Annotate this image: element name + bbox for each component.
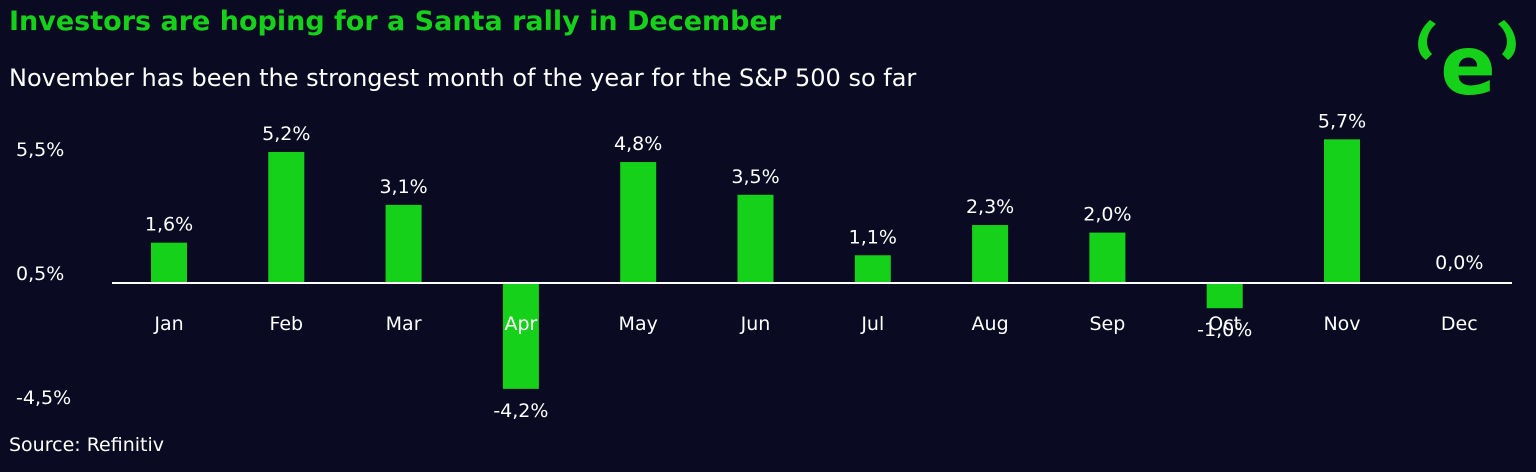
bar-mar	[385, 204, 422, 283]
x-tick-label: Nov	[1323, 313, 1360, 335]
data-label: 2,0%	[1083, 204, 1131, 226]
left-horn-icon	[1418, 20, 1436, 60]
data-label: 3,1%	[379, 176, 427, 198]
x-tick-label: Jul	[860, 313, 884, 335]
data-label: 4,8%	[614, 133, 662, 155]
data-label: 5,2%	[262, 123, 310, 145]
bar-aug	[972, 225, 1009, 283]
x-tick-label: Mar	[386, 313, 422, 335]
y-tick-label: -4,5%	[16, 387, 71, 409]
bar-sep	[1089, 232, 1126, 283]
y-tick-label: 5,5%	[16, 139, 64, 161]
data-label: -4,2%	[493, 400, 548, 422]
data-label: -1,0%	[1197, 319, 1252, 341]
x-tick-label: Apr	[504, 313, 537, 335]
data-label: 1,6%	[145, 214, 193, 236]
data-label: 0,0%	[1435, 252, 1483, 274]
x-tick-label: Oct	[1208, 313, 1241, 335]
chart-subtitle: November has been the strongest month of…	[9, 64, 917, 92]
bar-oct	[1206, 283, 1243, 309]
data-label: 5,7%	[1318, 110, 1366, 132]
chart-title: Investors are hoping for a Santa rally i…	[9, 6, 782, 37]
right-horn-icon	[1498, 20, 1516, 60]
bar-apr	[502, 283, 539, 389]
x-tick-label: Dec	[1441, 313, 1478, 335]
y-tick-label: 0,5%	[16, 263, 64, 285]
x-tick-label: Feb	[269, 313, 303, 335]
bar-jun	[737, 194, 774, 283]
logo-letter: e	[1440, 19, 1496, 102]
bar-may	[620, 162, 657, 283]
data-label: 1,1%	[849, 226, 897, 248]
bar-jul	[854, 255, 891, 283]
etoro-logo-icon: e	[1418, 19, 1516, 102]
x-tick-label: May	[619, 313, 658, 335]
bar-jan	[151, 242, 187, 283]
x-tick-label: Aug	[972, 313, 1009, 335]
data-label: 2,3%	[966, 196, 1014, 218]
x-tick-label: Jun	[740, 313, 771, 335]
source-note: Source: Refinitiv	[9, 434, 164, 456]
data-label: 3,5%	[731, 166, 779, 188]
x-tick-label: Jan	[153, 313, 183, 335]
bar-feb	[268, 151, 305, 283]
bar-nov	[1324, 139, 1360, 283]
x-tick-label: Sep	[1089, 313, 1125, 335]
